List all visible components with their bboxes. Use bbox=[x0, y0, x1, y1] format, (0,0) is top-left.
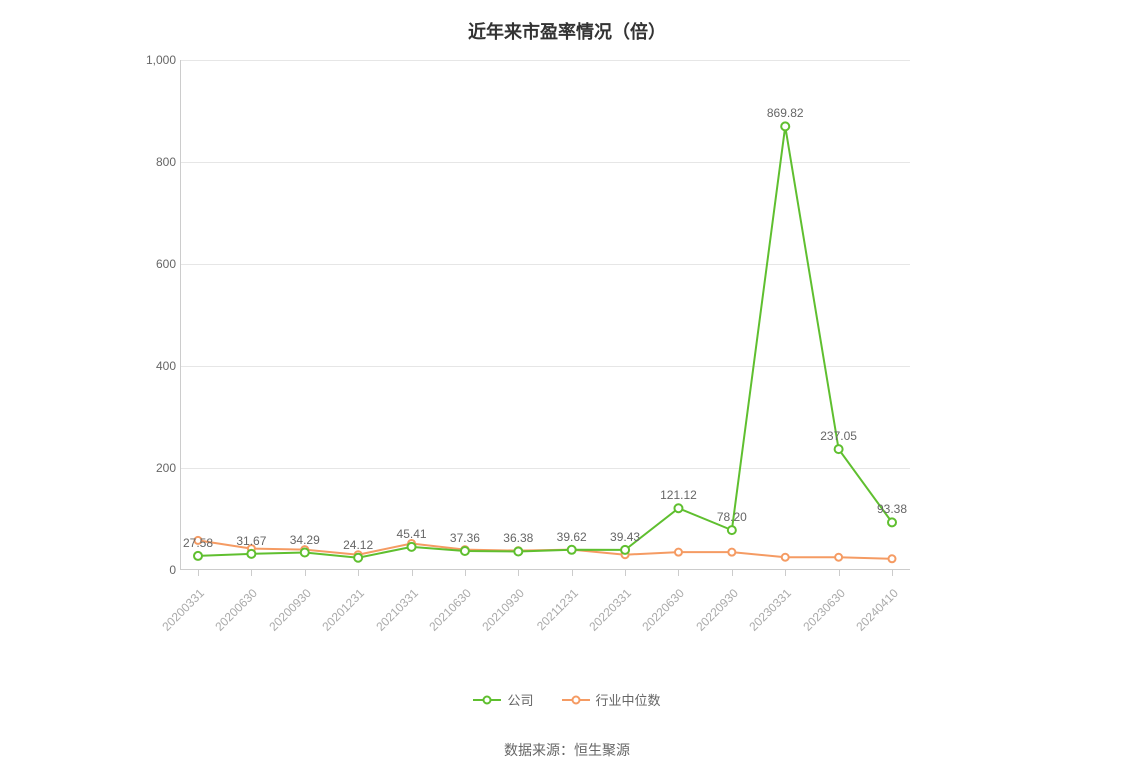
x-tick-label: 20220331 bbox=[586, 586, 634, 634]
x-tick-label: 20210630 bbox=[426, 586, 474, 634]
x-tick-label: 20210930 bbox=[480, 586, 528, 634]
x-tick-mark bbox=[839, 570, 840, 576]
data-label: 78.20 bbox=[717, 510, 747, 524]
data-label: 31.67 bbox=[236, 534, 266, 548]
series-marker bbox=[675, 549, 682, 556]
legend-item[interactable]: 行业中位数 bbox=[562, 690, 661, 709]
y-tick-label: 600 bbox=[0, 257, 176, 271]
series-marker bbox=[408, 543, 416, 551]
x-tick-mark bbox=[251, 570, 252, 576]
data-label: 27.58 bbox=[183, 536, 213, 550]
series-marker bbox=[354, 554, 362, 562]
data-label: 237.05 bbox=[820, 429, 857, 443]
x-tick-mark bbox=[412, 570, 413, 576]
data-label: 39.43 bbox=[610, 530, 640, 544]
data-label: 37.36 bbox=[450, 531, 480, 545]
legend-swatch bbox=[562, 693, 590, 707]
series-marker bbox=[889, 555, 896, 562]
x-tick-mark bbox=[892, 570, 893, 576]
x-tick-label: 20230331 bbox=[747, 586, 795, 634]
plot-area: 27.58 31.67 34.29 24.12 45.41 37.36 36.38 39.62… bbox=[180, 60, 910, 570]
x-tick-label: 20220930 bbox=[693, 586, 741, 634]
series-marker bbox=[728, 549, 735, 556]
series-marker bbox=[194, 552, 202, 560]
x-tick-mark bbox=[572, 570, 573, 576]
series-marker bbox=[621, 546, 629, 554]
x-tick-mark bbox=[732, 570, 733, 576]
x-tick-label: 20220630 bbox=[640, 586, 688, 634]
legend: 公司 行业中位数 bbox=[0, 690, 1134, 712]
x-tick-mark bbox=[358, 570, 359, 576]
data-label: 121.12 bbox=[660, 488, 697, 502]
pe-ratio-chart: 近年来市盈率情况（倍） 27.58 31.67 34.29 24.12 45.41 37.… bbox=[0, 0, 1134, 766]
data-label: 869.82 bbox=[767, 106, 804, 120]
y-tick-label: 800 bbox=[0, 155, 176, 169]
chart-lines bbox=[180, 60, 910, 570]
series-marker bbox=[674, 504, 682, 512]
x-tick-mark bbox=[678, 570, 679, 576]
x-tick-label: 20200930 bbox=[266, 586, 314, 634]
data-label: 34.29 bbox=[290, 533, 320, 547]
x-tick-label: 20230630 bbox=[800, 586, 848, 634]
series-marker bbox=[782, 554, 789, 561]
x-tick-mark bbox=[198, 570, 199, 576]
series-marker bbox=[835, 554, 842, 561]
series-marker bbox=[835, 445, 843, 453]
source-text: 数据来源：恒生聚源 bbox=[504, 742, 630, 758]
x-tick-mark bbox=[518, 570, 519, 576]
series-marker bbox=[514, 547, 522, 555]
chart-title: 近年来市盈率情况（倍） bbox=[0, 18, 1134, 44]
series-line bbox=[198, 126, 892, 557]
x-tick-label: 20211231 bbox=[534, 586, 581, 633]
y-tick-label: 400 bbox=[0, 359, 176, 373]
legend-label: 行业中位数 bbox=[596, 690, 661, 709]
series-marker bbox=[568, 546, 576, 554]
y-tick-label: 1,000 bbox=[0, 53, 176, 67]
data-label: 39.62 bbox=[557, 530, 587, 544]
series-marker bbox=[888, 518, 896, 526]
x-tick-mark bbox=[305, 570, 306, 576]
x-tick-mark bbox=[465, 570, 466, 576]
data-label: 93.38 bbox=[877, 502, 907, 516]
data-source: 数据来源：恒生聚源 bbox=[0, 740, 1134, 760]
series-marker bbox=[728, 526, 736, 534]
x-tick-label: 20200630 bbox=[213, 586, 261, 634]
legend-item[interactable]: 公司 bbox=[473, 690, 533, 709]
legend-swatch bbox=[473, 693, 501, 707]
x-tick-mark bbox=[785, 570, 786, 576]
data-label: 24.12 bbox=[343, 538, 373, 552]
data-label: 45.41 bbox=[397, 527, 427, 541]
x-tick-label: 20201231 bbox=[319, 586, 367, 634]
series-marker bbox=[461, 547, 469, 555]
x-tick-label: 20210331 bbox=[373, 586, 421, 634]
x-tick-mark bbox=[625, 570, 626, 576]
y-tick-label: 200 bbox=[0, 461, 176, 475]
y-tick-label: 0 bbox=[0, 563, 176, 577]
series-marker bbox=[781, 122, 789, 130]
x-tick-label: 20200331 bbox=[159, 586, 207, 634]
legend-label: 公司 bbox=[507, 690, 533, 709]
x-tick-label: 20240410 bbox=[853, 586, 901, 634]
series-marker bbox=[247, 550, 255, 558]
data-label: 36.38 bbox=[503, 531, 533, 545]
series-marker bbox=[301, 549, 309, 557]
